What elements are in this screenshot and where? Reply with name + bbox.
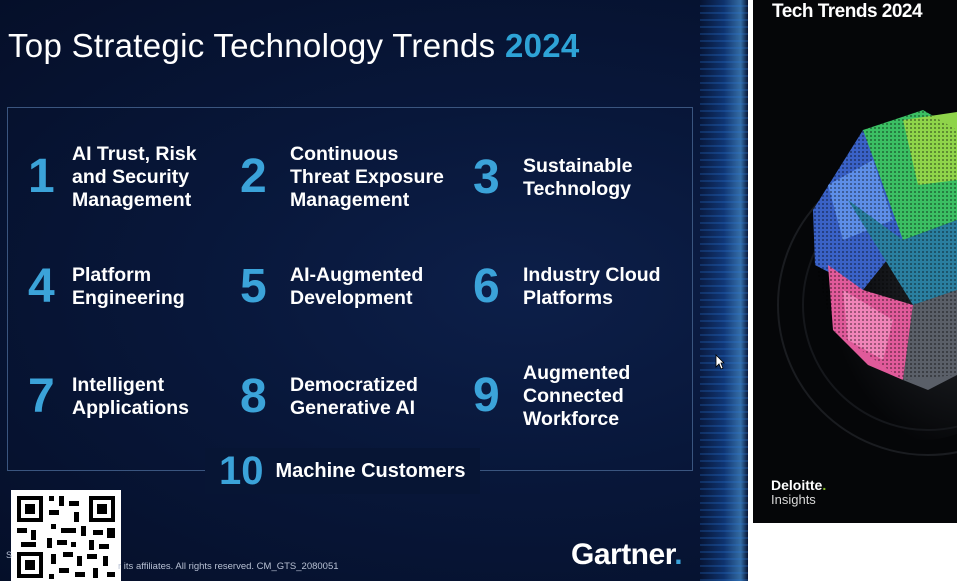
gartner-logo-dot: . <box>674 538 683 571</box>
trend-item-9: 9 Augmented Connected Workforce <box>473 361 630 431</box>
trend-label: Continuous Threat Exposure Management <box>290 142 444 211</box>
trend-label: AI-Augmented Development <box>290 264 424 309</box>
trend-number: 7 <box>28 370 55 423</box>
deloitte-logo-text: Deloitte <box>771 477 823 493</box>
trend-item-2: 2 Continuous Threat Exposure Management <box>240 142 444 212</box>
deloitte-insights-label: Insights <box>771 492 816 507</box>
trend-item-8: 8 Democratized Generative AI <box>240 373 418 421</box>
trend-number: 2 <box>240 150 267 203</box>
trend-label: Sustainable Technology <box>523 155 633 200</box>
trend-number: 3 <box>473 151 500 204</box>
trend-label: Intelligent Applications <box>72 374 190 419</box>
cover-artwork <box>777 110 957 456</box>
trend-number: 9 <box>473 369 500 422</box>
trend-label: AI Trust, Risk and Security Management <box>72 142 197 211</box>
gartner-slide: Top Strategic Technology Trends 2024 1 A… <box>0 0 748 581</box>
slide-title: Top Strategic Technology Trends 2024 <box>8 27 580 65</box>
cover-title: Tech Trends 2024 <box>772 1 923 22</box>
trend-item-6: 6 Industry Cloud Platforms <box>473 263 661 311</box>
trend-item-10: 10 Machine Customers <box>205 448 480 494</box>
trend-label: Platform Engineering <box>72 264 185 309</box>
trend-number: 6 <box>473 260 500 313</box>
deloitte-cover: Tech Trends 2024 Deloitte. Insights <box>753 0 957 523</box>
trend-item-4: 4 Platform Engineering <box>28 263 185 311</box>
qr-code-icon <box>11 490 121 581</box>
slide-title-year: 2024 <box>504 27 580 64</box>
trend-label: Augmented Connected Workforce <box>523 361 631 430</box>
trend-item-7: 7 Intelligent Applications <box>28 373 189 421</box>
slide-title-text: Top Strategic Technology Trends <box>8 27 505 64</box>
deloitte-logo: Deloitte. <box>771 477 826 493</box>
trend-number: 8 <box>240 370 267 423</box>
panel-divider <box>748 0 753 581</box>
trend-label: Democratized Generative AI <box>290 374 418 419</box>
trend-number: 5 <box>240 260 267 313</box>
trend-label: Industry Cloud Platforms <box>523 264 661 309</box>
gartner-logo-text: Gartner <box>571 538 675 571</box>
deloitte-logo-dot: . <box>822 477 827 493</box>
copyright-text: r its affiliates. All rights reserved. C… <box>118 561 339 572</box>
trend-item-3: 3 Sustainable Technology <box>473 154 632 202</box>
gartner-logo: Gartner. <box>571 538 683 572</box>
trend-label: Machine Customers <box>275 459 466 482</box>
footnote-letter: S <box>6 550 13 560</box>
trend-item-5: 5 AI-Augmented Development <box>240 263 423 311</box>
trend-number: 4 <box>28 260 55 313</box>
trend-item-1: 1 AI Trust, Risk and Security Management <box>28 142 197 212</box>
mouse-cursor-icon <box>715 354 725 375</box>
trend-number: 1 <box>28 150 55 203</box>
trend-number: 10 <box>219 448 264 493</box>
blue-light-streak <box>700 0 748 581</box>
